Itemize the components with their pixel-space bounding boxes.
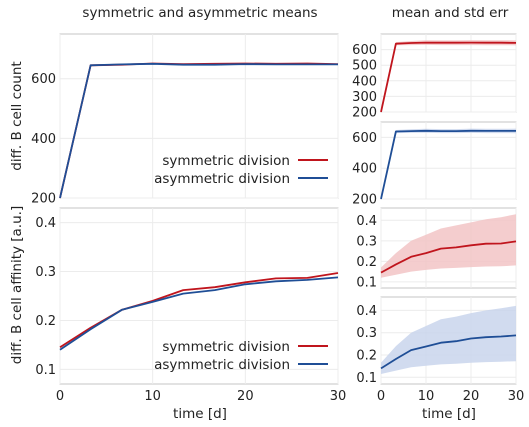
x-tick-label: 10 [418,389,435,404]
y-tick-label: 400 [352,74,377,89]
left-column-title: symmetric and asymmetric means [82,5,317,21]
panel-count-means: 200 400 600 symmetric division asymmetric di… [31,33,339,207]
y-tick-label: 0.1 [356,275,377,290]
y-tick-label: 0.2 [35,314,56,329]
x-tick-label: 20 [463,389,480,404]
y-tick-label: 200 [352,193,377,208]
y-tick-label: 0.3 [356,234,377,249]
plot-area [59,207,339,385]
panel-affinity-symmetric-stderr: 0.1 0.2 0.3 0.4 [356,207,517,290]
stderr-band [381,305,516,374]
x-axis-label-right: time [d] [422,406,476,422]
x-tick-label: 20 [237,389,254,404]
y-tick-label: 600 [352,131,377,146]
legend-label: asymmetric division [154,357,290,373]
y-tick-label: 0.4 [35,216,56,231]
y-tick-label: 0.3 [35,265,56,280]
y-tick-label: 200 [31,192,56,207]
series-line-asymmetric [59,62,338,199]
stderr-band [381,214,516,278]
y-tick-label: 0.2 [356,349,377,364]
plot-area [380,121,517,200]
y-tick-label: 0.1 [356,371,377,386]
x-tick-label: 10 [144,389,161,404]
y-tick-label: 0.2 [356,255,377,270]
y-tick-label: 0.1 [35,363,56,378]
legend-label: asymmetric division [154,171,290,187]
legend-label: symmetric division [162,153,290,169]
series-line-symmetric [380,240,517,274]
series-line-asymmetric [380,334,517,370]
y-tick-label: 0.4 [356,304,377,319]
legend-label: symmetric division [162,339,290,355]
panel-affinity-asymmetric-stderr: 0.1 0.2 0.3 0.4 0 10 20 30 [356,296,525,404]
y-tick-label: 400 [31,132,56,147]
x-tick-label: 30 [330,389,347,404]
plot-area [59,33,339,199]
y-axis-label-count: diff. B cell count [9,61,25,170]
series-line-asymmetric [380,129,516,200]
y-tick-label: 600 [31,72,56,87]
right-column-title: mean and std err [392,5,509,21]
y-tick-label: 0.4 [356,214,377,229]
x-tick-label: 30 [508,389,525,404]
series-line-asymmetric [59,276,339,351]
y-tick-label: 600 [352,43,377,58]
y-tick-label: 400 [352,162,377,177]
y-tick-label: 200 [352,106,377,121]
x-tick-label: 0 [377,389,385,404]
series-line-symmetric [380,41,517,113]
x-axis-label-left: time [d] [173,406,227,422]
panel-affinity-means: 0.1 0.2 0.3 0.4 0 10 20 30 symmetric division asy… [35,207,347,404]
plot-area [380,33,517,113]
y-tick-label: 0.3 [356,326,377,341]
panel-count-asymmetric-stderr: 200 400 600 [352,121,517,208]
y-tick-label: 500 [352,59,377,74]
y-tick-label: 300 [352,90,377,105]
x-tick-label: 0 [56,389,64,404]
y-axis-label-affinity: diff. B cell affinity [a.u.] [9,206,25,364]
